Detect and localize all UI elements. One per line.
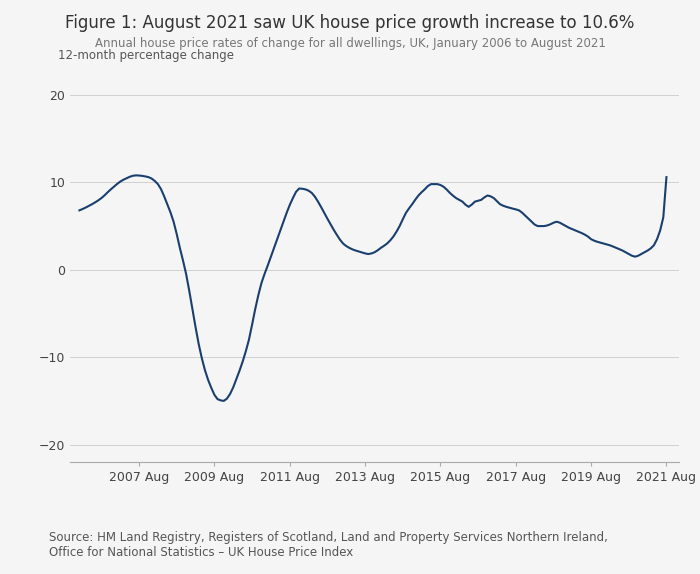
Text: Annual house price rates of change for all dwellings, UK, January 2006 to August: Annual house price rates of change for a… bbox=[94, 37, 606, 51]
Text: Source: HM Land Registry, Registers of Scotland, Land and Property Services Nort: Source: HM Land Registry, Registers of S… bbox=[49, 531, 608, 544]
Text: Figure 1: August 2021 saw UK house price growth increase to 10.6%: Figure 1: August 2021 saw UK house price… bbox=[65, 14, 635, 32]
Text: 12-month percentage change: 12-month percentage change bbox=[58, 49, 234, 62]
Text: Office for National Statistics – UK House Price Index: Office for National Statistics – UK Hous… bbox=[49, 546, 354, 560]
